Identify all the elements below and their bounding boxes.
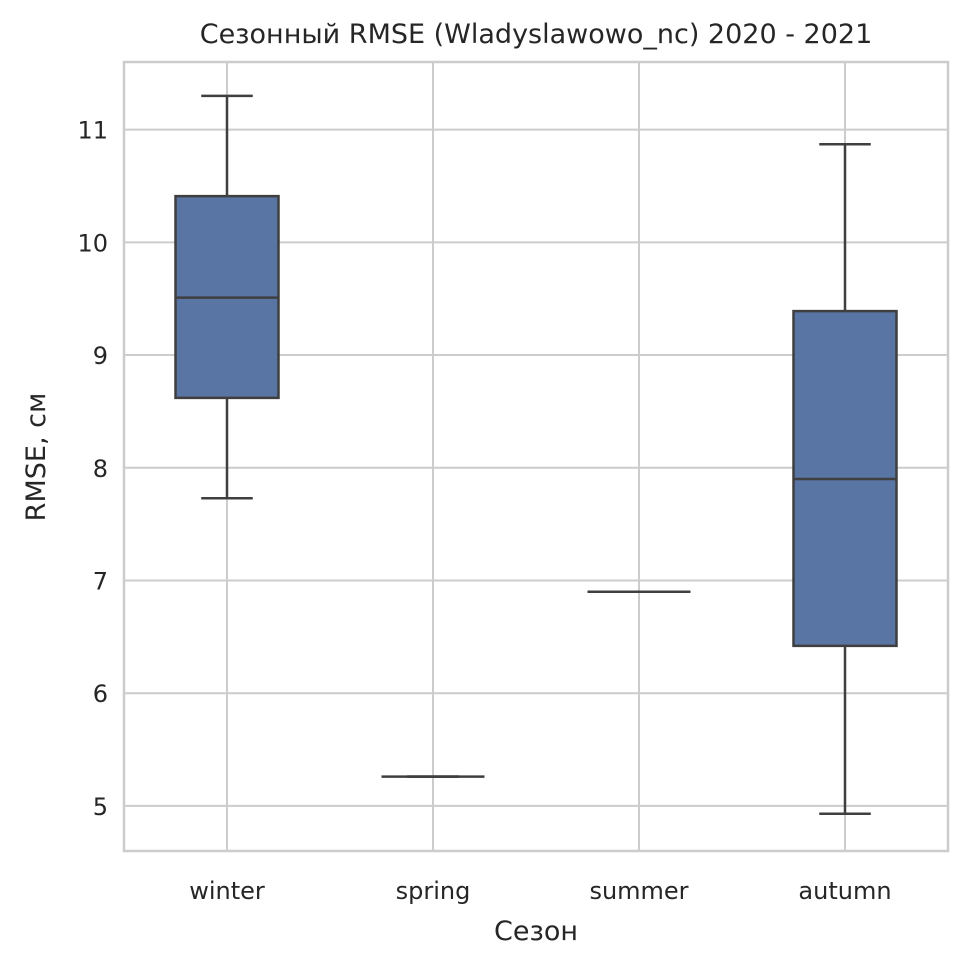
box-autumn — [792, 143, 898, 816]
y-tick-label: 11 — [77, 117, 108, 145]
y-tick-labels: 5 6 7 8 9 10 11 — [77, 117, 108, 821]
x-tick-label: winter — [189, 877, 265, 905]
x-tick-label: autumn — [798, 877, 891, 905]
y-tick-label: 5 — [93, 793, 108, 821]
y-axis-label: RMSE, см — [21, 393, 52, 522]
x-tick-label: spring — [396, 877, 471, 905]
chart-title: Сезонный RMSE (Wladyslawowo_nc) 2020 - 2… — [200, 19, 873, 50]
y-tick-label: 6 — [93, 680, 108, 708]
x-axis-label: Сезон — [494, 916, 578, 947]
y-tick-label: 10 — [77, 229, 108, 257]
y-tick-label: 8 — [93, 455, 108, 483]
y-tick-label: 7 — [93, 567, 108, 595]
x-tick-labels: winter spring summer autumn — [189, 877, 891, 905]
boxes — [174, 94, 898, 816]
plot-frame — [122, 60, 950, 853]
y-tick-label: 9 — [93, 342, 108, 370]
box-winter — [174, 94, 280, 500]
x-tick-label: summer — [589, 877, 688, 905]
